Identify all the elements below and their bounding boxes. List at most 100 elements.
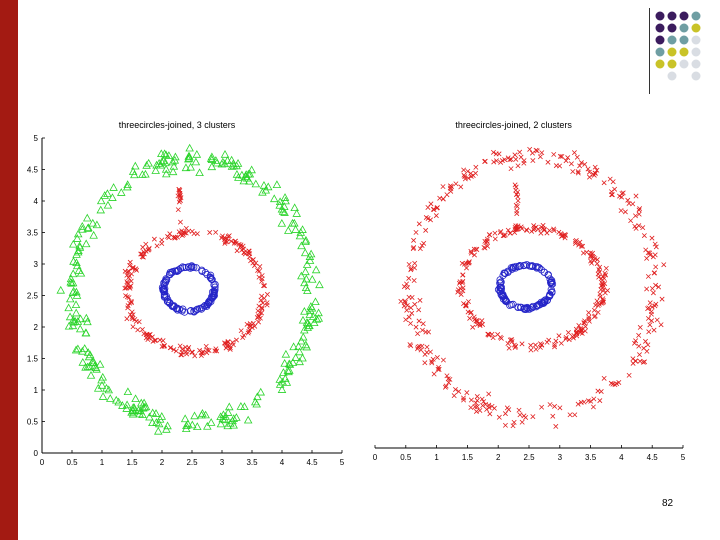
data-point-x: [219, 235, 225, 241]
data-point-x: [436, 366, 442, 372]
data-point-x: [653, 264, 659, 270]
data-point-triangle: [218, 414, 227, 423]
data-point-x: [128, 298, 134, 304]
x-tick-label: 0.5: [66, 458, 78, 467]
data-point-triangle: [169, 161, 179, 170]
data-point-x: [516, 407, 522, 413]
data-point-triangle: [151, 166, 160, 174]
data-point-triangle: [154, 159, 164, 167]
data-point-triangle: [311, 297, 320, 306]
data-point-circle: [161, 276, 170, 285]
data-point-x: [641, 345, 647, 351]
data-point-x: [409, 310, 415, 316]
data-point-triangle: [103, 200, 113, 209]
data-point-x: [493, 158, 499, 164]
data-point-x: [256, 274, 262, 280]
data-point-x: [437, 195, 443, 201]
data-point-x: [226, 233, 232, 239]
data-point-x: [508, 156, 514, 162]
data-point-x: [463, 260, 469, 266]
data-point-triangle: [301, 267, 310, 276]
data-point-triangle: [275, 200, 284, 209]
y-tick-label: 4: [34, 197, 39, 206]
data-point-x: [659, 296, 665, 302]
data-point-x: [480, 403, 486, 409]
decorative-dot: [679, 11, 689, 21]
data-point-triangle: [66, 274, 76, 283]
data-point-x: [509, 339, 515, 345]
data-point-x: [527, 146, 533, 152]
data-point-x: [171, 234, 177, 240]
data-point-x: [470, 173, 476, 179]
data-point-x: [626, 200, 632, 206]
data-point-x: [224, 343, 230, 349]
data-point-triangle: [138, 403, 148, 412]
data-point-x: [618, 208, 624, 214]
data-point-x: [241, 332, 247, 338]
data-point-x: [481, 244, 487, 250]
data-point-triangle: [243, 415, 253, 424]
decorative-dot: [667, 47, 677, 57]
data-point-x: [609, 192, 615, 198]
data-point-x: [443, 383, 449, 389]
data-point-x: [122, 268, 128, 274]
data-point-x: [416, 221, 422, 227]
data-point-triangle: [291, 225, 300, 233]
data-point-x: [485, 243, 491, 249]
data-point-triangle: [100, 191, 109, 199]
data-point-x: [459, 260, 465, 266]
data-point-x: [177, 192, 183, 198]
data-point-triangle: [216, 419, 226, 428]
data-point-x: [259, 305, 265, 311]
data-point-circle: [499, 292, 507, 300]
data-point-triangle: [300, 306, 309, 315]
decorative-divider-line: [649, 8, 650, 94]
data-point-x: [473, 164, 479, 170]
data-point-triangle: [80, 344, 89, 352]
data-point-x: [517, 412, 523, 418]
data-point-triangle: [65, 312, 75, 321]
data-point-x: [429, 360, 435, 366]
data-point-x: [230, 339, 236, 345]
data-point-x: [558, 340, 564, 346]
data-point-x: [129, 314, 135, 320]
data-point-x: [481, 399, 487, 405]
data-point-triangle: [71, 308, 81, 317]
data-point-x: [421, 240, 427, 246]
data-point-x: [123, 285, 129, 291]
data-point-circle: [501, 269, 509, 278]
data-point-circle: [168, 302, 177, 311]
data-point-x: [416, 318, 422, 324]
data-point-x: [591, 307, 597, 313]
data-point-triangle: [228, 159, 238, 168]
x-tick-label: 1: [434, 453, 439, 462]
data-point-x: [416, 307, 422, 313]
data-point-circle: [535, 264, 543, 272]
data-point-triangle: [140, 402, 149, 411]
data-point-x: [408, 305, 414, 311]
data-point-x: [139, 254, 145, 260]
data-point-x: [578, 160, 584, 166]
data-point-x: [468, 309, 474, 315]
data-point-triangle: [221, 412, 230, 420]
data-point-x: [440, 357, 446, 363]
x-tick-label: 2.5: [523, 453, 535, 462]
data-point-x: [429, 358, 435, 364]
data-point-x: [645, 342, 651, 348]
data-point-triangle: [284, 226, 293, 234]
data-point-x: [474, 404, 480, 410]
data-point-triangle: [277, 218, 287, 227]
data-point-x: [605, 288, 611, 293]
data-point-triangle: [75, 241, 84, 250]
x-tick-label: 5: [340, 458, 345, 467]
data-point-x: [465, 299, 471, 305]
data-point-x: [648, 309, 654, 315]
data-point-x: [143, 248, 149, 254]
data-point-triangle: [83, 317, 92, 326]
data-point-triangle: [191, 157, 201, 166]
data-point-circle: [547, 278, 555, 286]
data-point-x: [498, 335, 504, 341]
data-point-x: [468, 250, 474, 256]
data-point-x: [592, 164, 598, 170]
data-point-x: [461, 167, 467, 173]
